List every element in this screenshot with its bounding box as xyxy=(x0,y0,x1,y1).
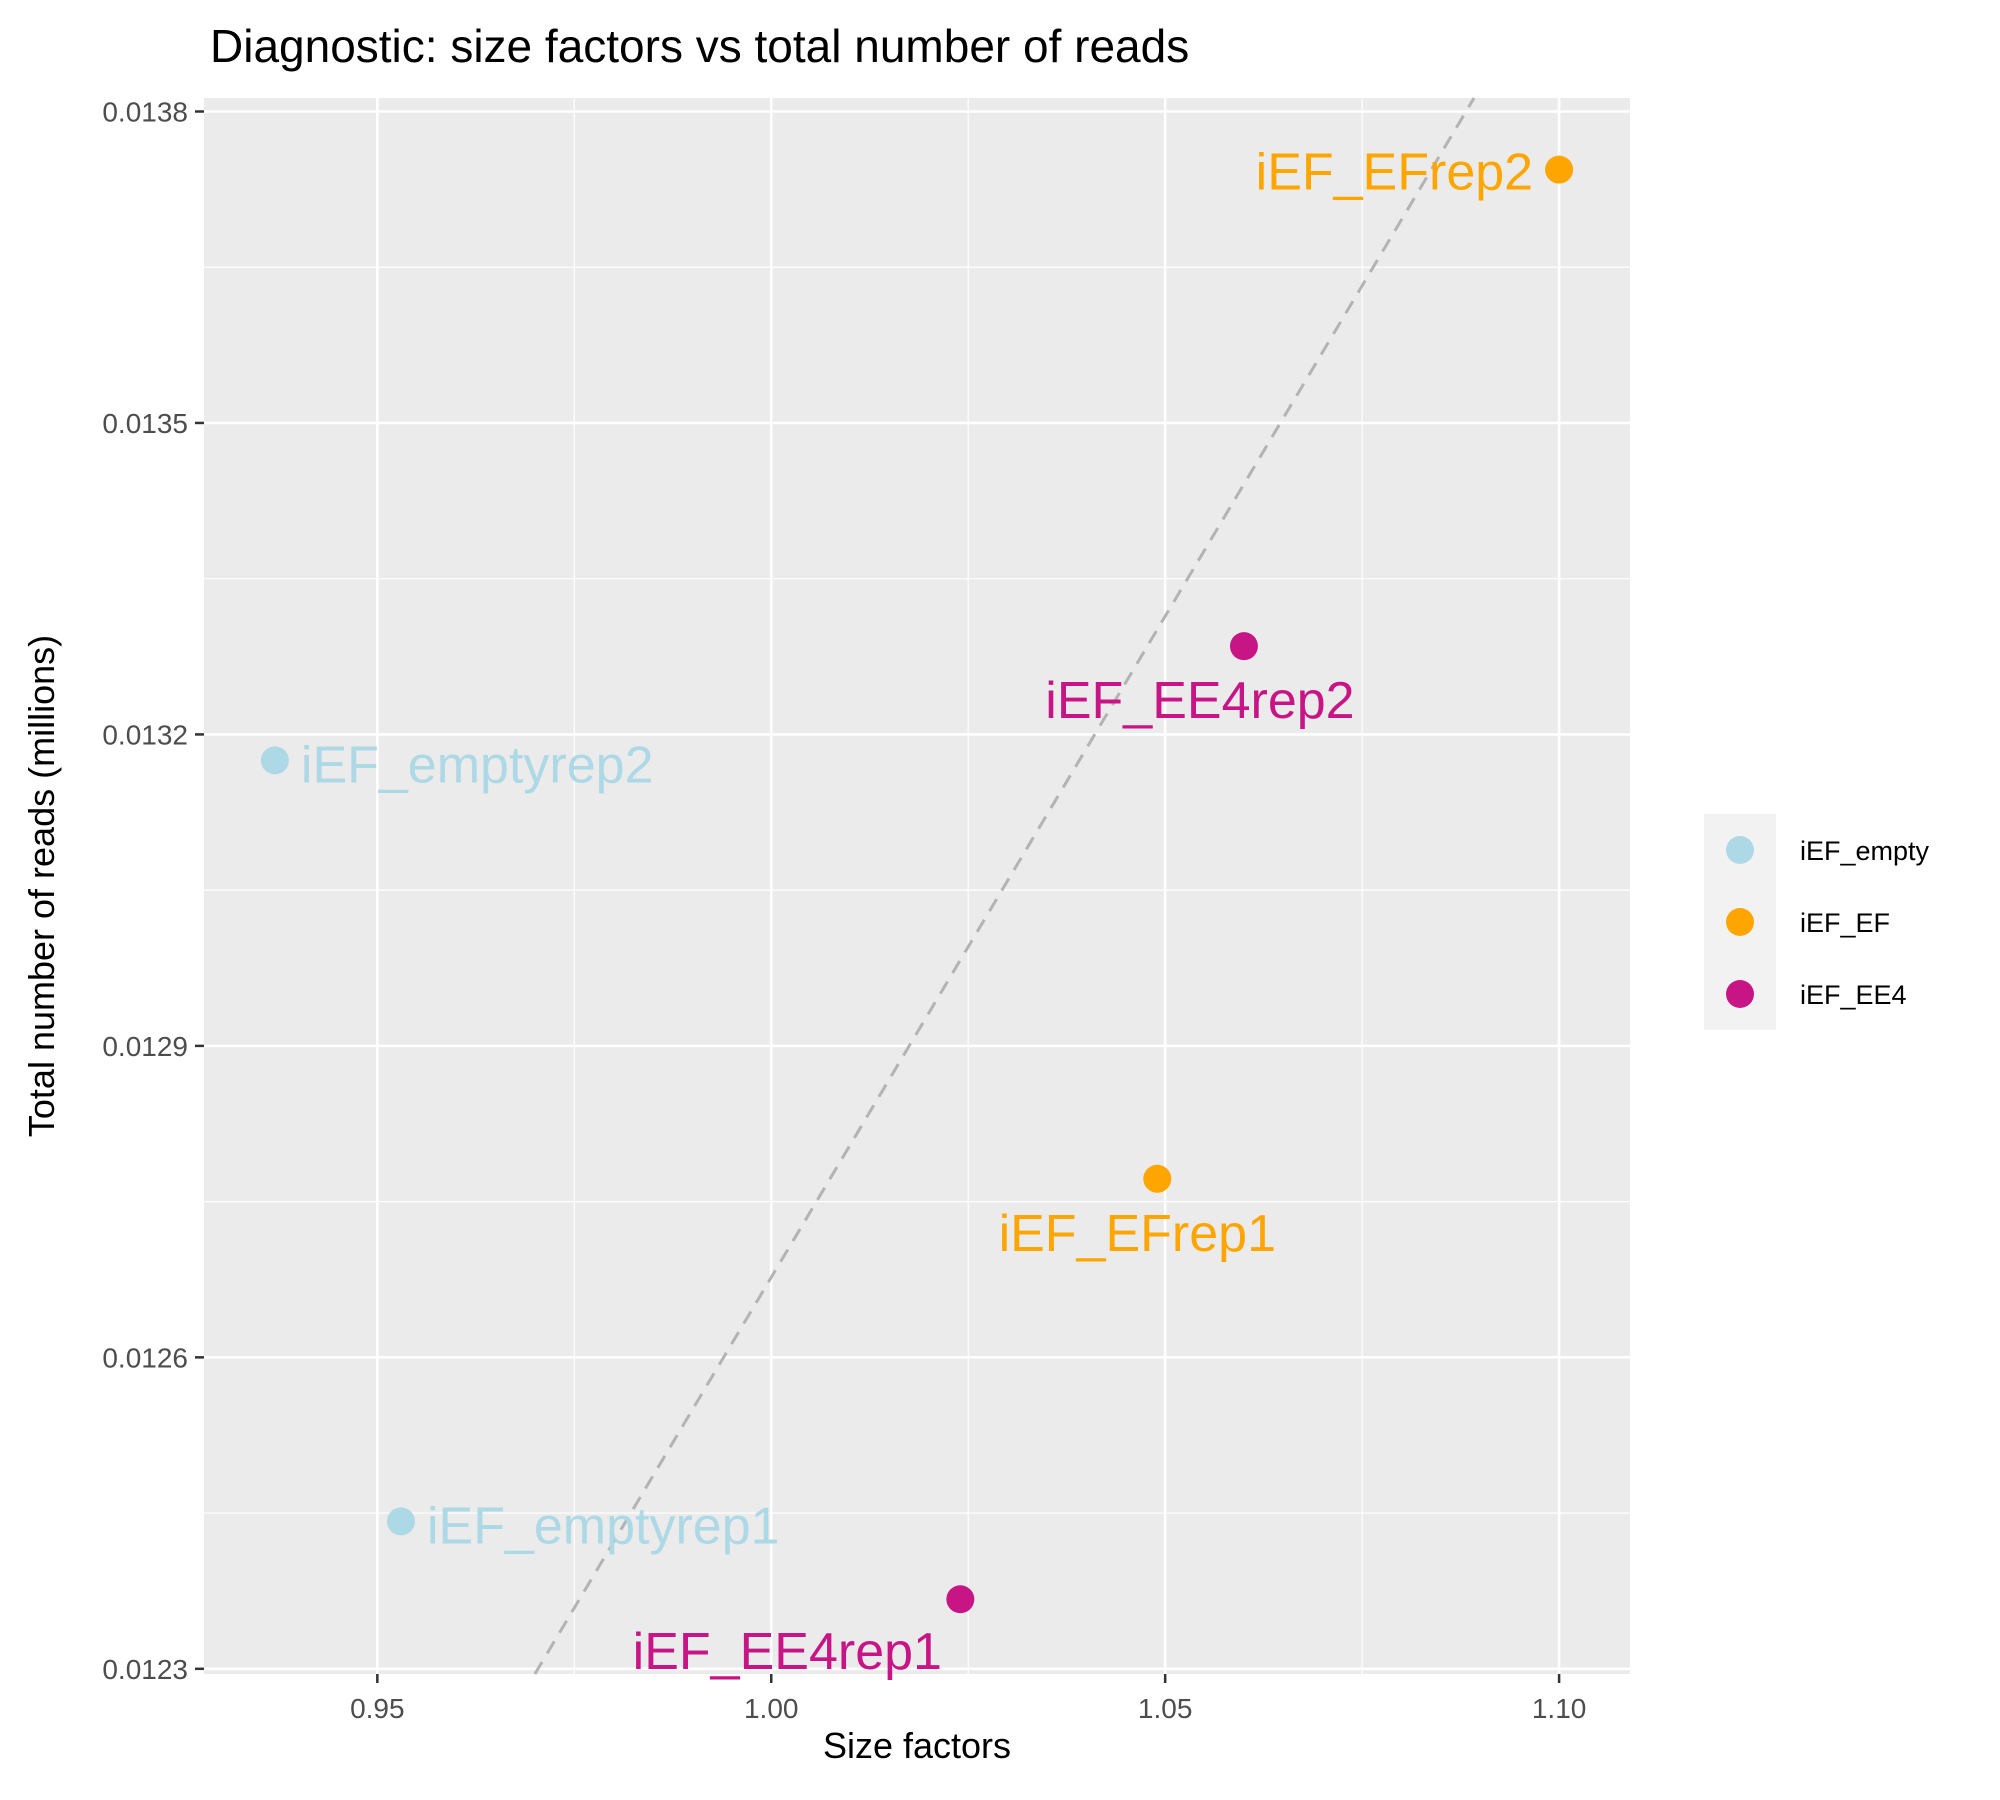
data-points xyxy=(260,155,1574,1614)
reference-line xyxy=(533,97,1476,1675)
point-label: iEF_emptyrep1 xyxy=(427,1497,780,1555)
point-labels: iEF_emptyrep2 iEF_emptyrep1 iEF_EFrep2 iEF_… xyxy=(301,144,1533,1682)
chart-title: Diagnostic: size factors vs total number… xyxy=(210,20,1189,72)
point-label: iEF_emptyrep2 xyxy=(301,736,654,794)
x-axis-title: Size factors xyxy=(823,1725,1011,1766)
legend-label: iEF_empty xyxy=(1800,836,1930,866)
y-tick-label: 0.0138 xyxy=(102,96,188,127)
legend: iEF_empty iEF_EF iEF_EE4 xyxy=(1704,814,1930,1030)
x-tick-label: 1.10 xyxy=(1532,1693,1587,1724)
legend-label: iEF_EF xyxy=(1800,908,1890,938)
y-tick-label: 0.0129 xyxy=(102,1031,188,1062)
point-label: iEF_EE4rep2 xyxy=(1045,672,1354,730)
x-axis: 0.95 1.00 1.05 1.10 xyxy=(350,1674,1586,1724)
legend-key xyxy=(1726,980,1754,1008)
x-tick-label: 1.05 xyxy=(1138,1693,1193,1724)
data-point xyxy=(260,746,289,775)
major-gridlines xyxy=(204,98,1630,1674)
data-point xyxy=(946,1585,975,1614)
data-point xyxy=(386,1507,415,1536)
y-tick-label: 0.0135 xyxy=(102,408,188,439)
minor-gridlines xyxy=(204,98,1630,1674)
data-point xyxy=(1229,632,1258,661)
x-tick-label: 0.95 xyxy=(350,1693,405,1724)
x-tick-label: 1.00 xyxy=(744,1693,799,1724)
y-axis: 0.0123 0.0126 0.0129 0.0132 0.0135 0.0138 xyxy=(102,96,204,1685)
point-label: iEF_EE4rep1 xyxy=(633,1623,942,1681)
y-tick-label: 0.0126 xyxy=(102,1342,188,1373)
plot-panel xyxy=(204,98,1630,1674)
point-label: iEF_EFrep2 xyxy=(1256,144,1533,202)
legend-key xyxy=(1726,836,1754,864)
data-point xyxy=(1545,155,1574,184)
reference-line-layer xyxy=(533,97,1476,1675)
legend-key xyxy=(1726,908,1754,936)
y-axis-title: Total number of reads (millions) xyxy=(21,635,62,1137)
legend-label: iEF_EE4 xyxy=(1800,980,1907,1010)
y-tick-label: 0.0123 xyxy=(102,1654,188,1685)
y-tick-label: 0.0132 xyxy=(102,719,188,750)
data-point xyxy=(1143,1164,1172,1193)
point-label: iEF_EFrep1 xyxy=(999,1205,1276,1263)
